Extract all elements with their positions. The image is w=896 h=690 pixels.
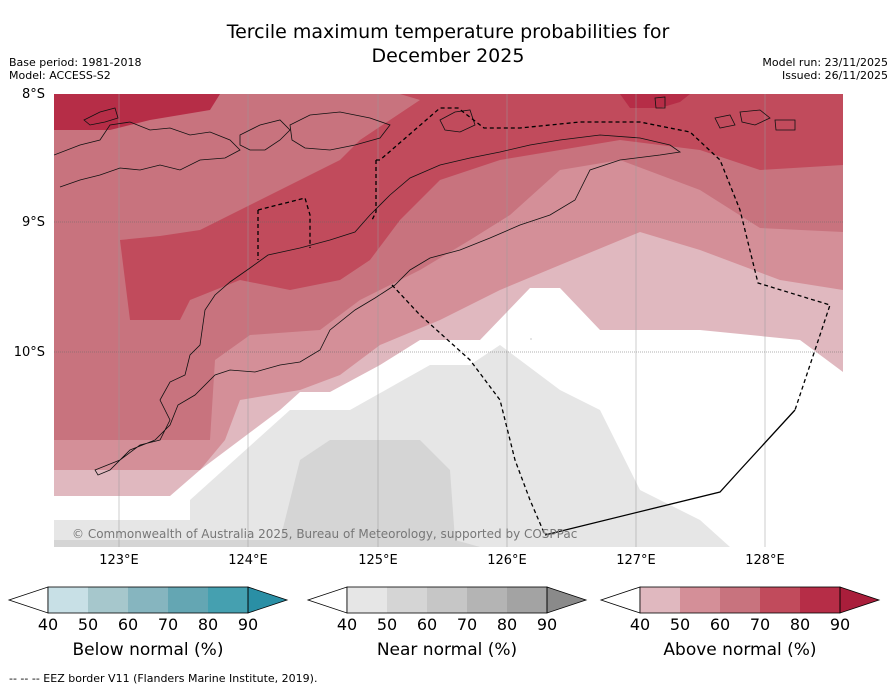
above-swatch-70 [760,587,800,613]
near-upper-arrow [547,587,586,613]
above-tick-40: 40 [629,615,651,634]
lon-label-127e: 127°E [616,553,656,568]
island-coastline-8 [83,107,119,126]
speck [530,338,532,340]
lat-label-9s: 9°S [21,215,45,230]
lat-label-10s: 10°S [13,345,45,360]
map-title: Tercile maximum temperature probabilitie… [0,20,896,68]
below-normal-label: Below normal (%) [72,640,224,660]
colorbar-above-normal [599,586,881,614]
lon-label-124e: 124°E [228,553,268,568]
near-normal-label: Near normal (%) [376,640,518,660]
meta-right: Model run: 23/11/2025 Issued: 26/11/2025 [762,56,888,82]
above-swatch-60 [720,587,760,613]
near-swatch-70 [467,587,507,613]
colorbar-below-normal [7,586,289,614]
title-line-1: Tercile maximum temperature probabilitie… [226,21,670,43]
coastlines [54,96,796,476]
below-swatch-60 [128,587,168,613]
below-tick-40: 40 [37,615,59,634]
below-tick-70: 70 [157,615,179,634]
near-normal-50-region [54,440,480,547]
island-coastline-7 [774,119,796,131]
timor-coastline [94,134,682,476]
issued-date: Issued: 26/11/2025 [781,69,888,82]
near-tick-90: 90 [536,615,558,634]
near-swatch-80 [507,587,547,613]
lon-label-123e: 123°E [99,553,139,568]
northern-islands-coastline [54,121,241,188]
above-tick-60: 60 [709,615,731,634]
above-swatch-40 [640,587,680,613]
above-normal-label: Above normal (%) [663,640,817,660]
near-swatch-40 [347,587,387,613]
above-normal-60-region [54,94,843,440]
island-coastline-2 [289,111,391,151]
lon-label-125e: 125°E [358,553,398,568]
above-tick-50: 50 [669,615,691,634]
above-upper-arrow [840,587,879,613]
above-normal-80-region [54,94,220,130]
near-tick-40: 40 [336,615,358,634]
lon-label-128e: 128°E [745,553,785,568]
above-swatch-50 [680,587,720,613]
near-tick-60: 60 [416,615,438,634]
graticule [54,94,843,547]
island-coastline-5 [714,114,736,129]
meta-left: Base period: 1981-2018 Model: ACCESS-S2 [9,56,141,82]
below-swatch-50 [88,587,128,613]
near-swatch-60 [427,587,467,613]
probability-map [54,94,843,547]
above-lower-arrow [599,586,641,614]
lat-label-8s: 8°S [21,87,45,102]
below-tick-80: 80 [197,615,219,634]
above-tick-90: 90 [829,615,851,634]
near-tick-70: 70 [456,615,478,634]
island-coastline-1 [239,119,291,151]
below-swatch-40 [48,587,88,613]
island-coastline-6 [739,109,771,126]
eez-footnote: -- -- -- EEZ border V11 (Flanders Marine… [9,672,318,685]
near-tick-50: 50 [376,615,398,634]
below-lower-arrow [7,586,49,614]
base-period: Base period: 1981-2018 [9,56,142,69]
title-line-2: December 2025 [371,45,525,67]
copyright-notice: © Commonwealth of Australia 2025, Bureau… [72,527,578,541]
above-tick-70: 70 [749,615,771,634]
lon-label-126e: 126°E [487,553,527,568]
model-run: Model run: 23/11/2025 [762,56,888,69]
above-swatch-80 [800,587,840,613]
near-lower-arrow [306,586,348,614]
near-swatch-50 [387,587,427,613]
island-coastline-3 [439,109,476,133]
island-coastline-4 [654,96,666,109]
eez-border [257,107,831,536]
above-tick-80: 80 [789,615,811,634]
below-upper-arrow [248,587,287,613]
colorbar-near-normal [306,586,588,614]
below-swatch-70 [168,587,208,613]
below-swatch-80 [208,587,248,613]
model-name: Model: ACCESS-S2 [9,69,111,82]
below-tick-50: 50 [77,615,99,634]
above-normal-70-region [54,94,843,320]
near-tick-80: 80 [496,615,518,634]
below-tick-60: 60 [117,615,139,634]
below-tick-90: 90 [237,615,259,634]
